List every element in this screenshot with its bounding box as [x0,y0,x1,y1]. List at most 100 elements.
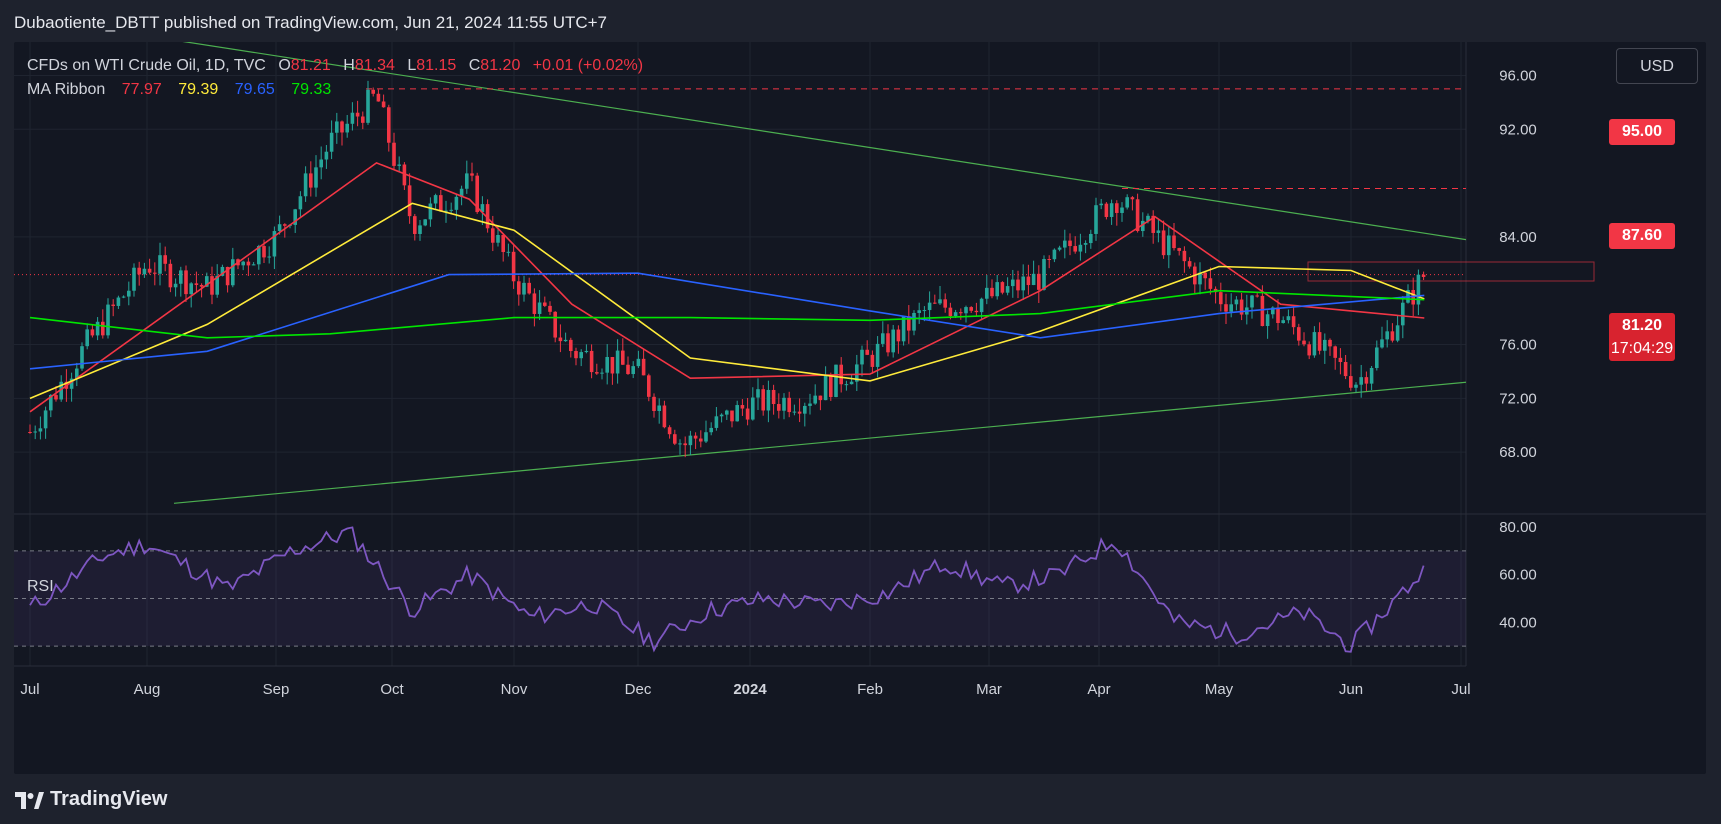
candle-body-60 [340,121,344,133]
candle-body-123 [667,427,672,435]
candle-body-93 [511,251,516,282]
candle-body-231 [1229,304,1233,312]
ma3-value: 79.65 [234,81,275,98]
candle-body-148 [797,411,802,414]
tradingview-logo-icon[interactable] [14,789,44,811]
candle-body-244 [1297,327,1301,341]
candle-body-223 [1187,261,1192,267]
brand-name[interactable]: TradingView [50,788,168,810]
candle-body-85 [470,173,474,176]
candle-body-174 [933,302,937,304]
candle-body-122 [662,405,667,428]
price-tick-2: 76.00 [1499,337,1537,354]
candle-body-61 [345,123,349,133]
candle-body-59 [335,121,339,133]
candle-body-70 [392,142,396,166]
candle-body-62 [350,112,355,124]
candle-body-170 [912,312,916,331]
candle-body-100 [548,305,552,312]
candle-body-253 [1343,361,1348,377]
price-label-87: 87.60 [1609,223,1675,249]
candle-body-105 [574,351,578,359]
ma-line-3 [29,272,1425,370]
candle-body-242 [1286,316,1291,321]
ohlc-row: CFDs on WTI Crude Oil, 1D, TVC O81.21 H8… [27,54,643,78]
rsi-tick-1: 60.00 [1499,567,1537,584]
candle-body-166 [891,329,895,353]
candle-body-67 [376,93,381,102]
candle-body-98 [537,302,542,314]
candle-body-160 [860,349,864,365]
price-chart[interactable]: 68.00 72.00 76.00 84.00 92.00 96.00 40.00 60.00… [14,42,1706,774]
candle-body-18 [121,296,126,298]
candle-body-15 [106,304,110,336]
candle-body-21 [137,267,141,275]
candle-body-171 [917,310,921,313]
candle-body-210 [1120,207,1124,213]
candle-body-144 [777,404,781,411]
candle-body-229 [1219,292,1223,305]
candle-body-168 [901,316,906,342]
symbol-name[interactable]: CFDs on WTI Crude Oil, 1D, TVC [27,57,266,74]
candle-body-158 [849,381,854,385]
candle-body-97 [532,293,537,314]
rsi-label: RSI [27,578,54,595]
candle-body-180 [964,307,968,314]
candle-body-196 [1047,258,1051,260]
candle-body-76 [423,219,427,226]
currency-button[interactable]: USD [1616,48,1698,84]
candle-body-154 [829,375,833,397]
candle-body-28 [173,283,178,288]
candle-body-163 [875,343,880,367]
candle-body-243 [1291,316,1296,328]
candle-body-195 [1042,258,1046,290]
candle-body-104 [569,339,573,352]
candle-body-80 [444,210,448,212]
candle-body-203 [1083,243,1088,245]
candle-body-79 [439,195,443,212]
candle-body-261 [1385,331,1389,340]
ma-label[interactable]: MA Ribbon [27,81,106,98]
candle-body-247 [1312,332,1317,356]
candle-body-218 [1161,230,1166,256]
candle-body-8 [69,378,74,389]
candle-body-89 [491,228,495,243]
candle-body-107 [584,350,589,353]
rsi-tick-2: 80.00 [1499,519,1537,536]
candle-body-37 [220,266,225,276]
rsi-tick-0: 40.00 [1499,614,1537,631]
axes: 68.00 72.00 76.00 84.00 92.00 96.00 40.00 60.00… [20,67,1536,698]
close-label: C [468,57,481,74]
candle-body-4 [49,395,53,411]
candle-body-268 [1421,274,1426,277]
candle-body-82 [454,196,459,210]
candle-body-115 [626,364,630,375]
candle-body-14 [101,321,105,336]
candle-body-131 [709,427,713,433]
candle-body-240 [1276,307,1280,324]
candle-body-110 [600,372,604,374]
candle-body-112 [610,357,615,374]
candle-body-96 [527,282,531,294]
chart-panel[interactable] [14,42,1706,774]
candle-body-134 [725,410,729,415]
candle-body-43 [251,264,256,266]
time-tick-7: Feb [857,681,883,698]
horizontal-levels [14,88,1466,276]
candle-body-33 [199,284,204,287]
candle-body-46 [267,256,271,258]
candle-body-48 [277,224,282,232]
candle-body-259 [1375,347,1379,368]
candle-body-41 [241,261,245,266]
candle-body-260 [1380,339,1384,348]
candle-body-130 [704,432,708,442]
candle-body-241 [1281,320,1285,324]
resistance-box [1307,261,1595,282]
candle-body-2 [38,428,43,432]
candle-body-239 [1271,307,1275,315]
candle-body-133 [719,414,724,417]
candle-body-81 [449,209,453,211]
candle-body-191 [1021,276,1025,291]
candle-body-164 [881,333,885,344]
candle-body-3 [43,410,48,429]
